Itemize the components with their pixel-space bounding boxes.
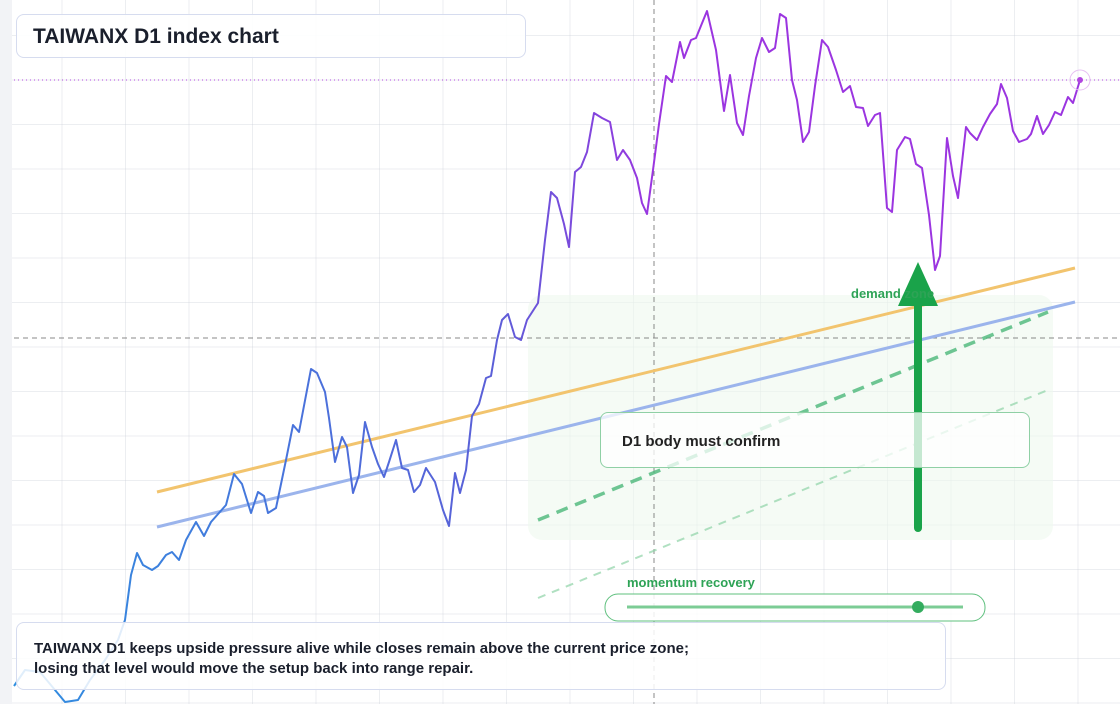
confirm-label: D1 body must confirm [622, 433, 781, 450]
confirm-box: D1 body must confirm [600, 412, 1030, 468]
note: TAIWANX D1 keeps upside pressure alive w… [34, 639, 689, 679]
projection-line [537, 389, 1049, 599]
chart-title: TAIWANX D1 index chart [33, 25, 279, 48]
momentum-label: momentum recovery [627, 575, 756, 590]
zone-label: demand zone [851, 286, 934, 301]
title-box: TAIWANX D1 index chart [16, 14, 526, 58]
last-price-dot [1077, 77, 1083, 83]
price-line [13, 10, 1081, 703]
note-line: losing that level would move the setup b… [34, 660, 474, 677]
arrow-head [898, 262, 938, 306]
note-line: TAIWANX D1 keeps upside pressure alive w… [34, 640, 689, 657]
last-price-ring [1069, 69, 1091, 91]
note-box: TAIWANX D1 keeps upside pressure alive w… [16, 622, 946, 690]
slider-knob [912, 601, 924, 613]
projection-line [537, 310, 1049, 522]
left-edge [0, 0, 12, 704]
